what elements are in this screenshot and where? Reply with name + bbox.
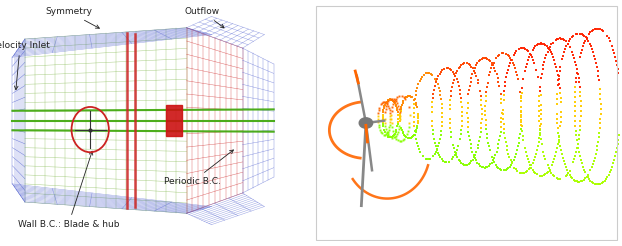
Polygon shape bbox=[167, 105, 182, 136]
Text: Velocity Inlet: Velocity Inlet bbox=[0, 41, 50, 90]
Text: Wall B.C.: Blade & hub: Wall B.C.: Blade & hub bbox=[17, 151, 119, 229]
Text: Outflow: Outflow bbox=[185, 7, 224, 28]
Circle shape bbox=[360, 118, 373, 128]
Text: Periodic B.C.: Periodic B.C. bbox=[164, 150, 233, 186]
Text: Symmetry: Symmetry bbox=[45, 7, 100, 28]
